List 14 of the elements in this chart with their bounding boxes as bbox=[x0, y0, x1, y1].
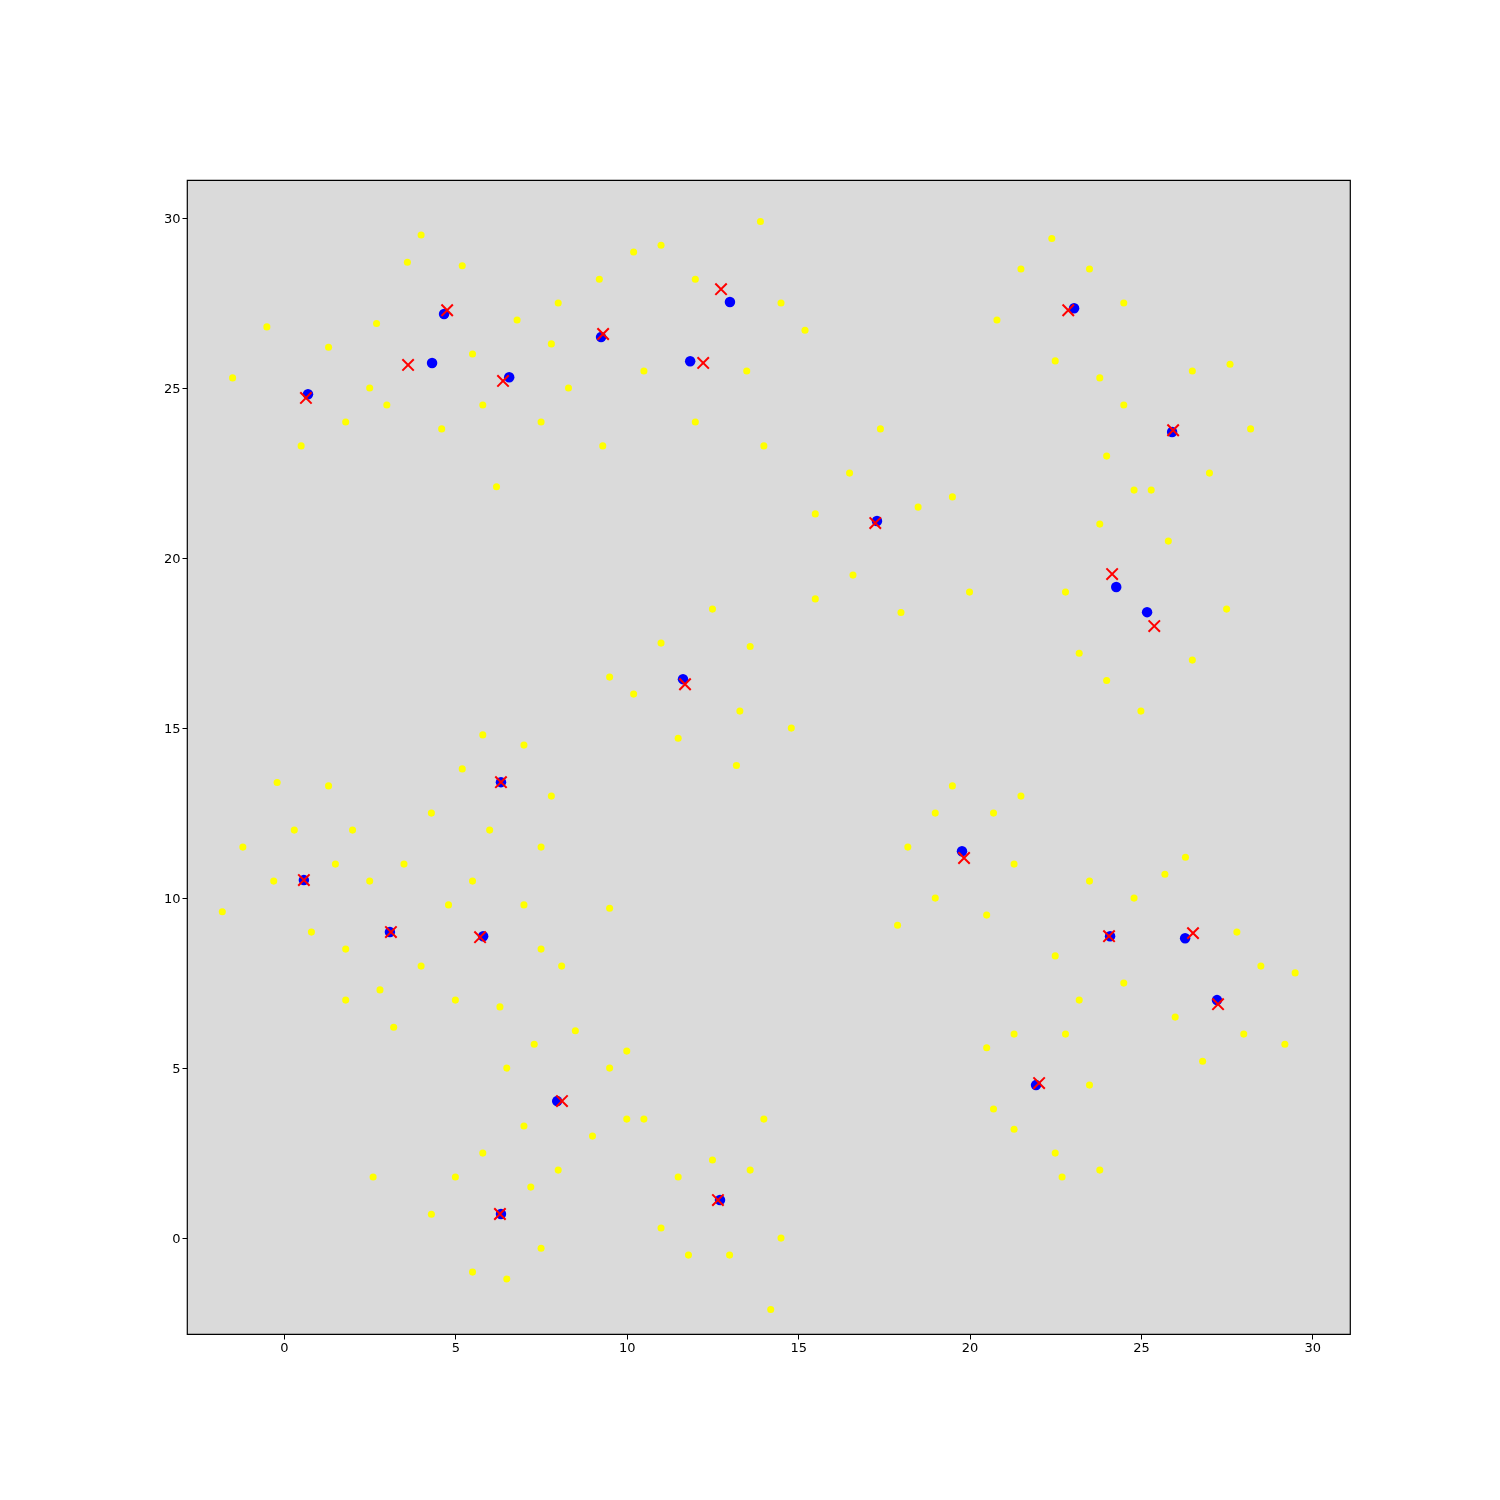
y-tick-label: 15 bbox=[163, 720, 181, 736]
y-tick-label: 30 bbox=[163, 210, 181, 226]
x-tick-label: 5 bbox=[451, 1339, 461, 1355]
x-tick-label: 20 bbox=[961, 1339, 979, 1355]
x-tick-label: 0 bbox=[280, 1339, 289, 1355]
y-tick-label: 5 bbox=[172, 1060, 181, 1076]
x-tick-label: 10 bbox=[618, 1339, 636, 1355]
y-tick-label: 10 bbox=[163, 890, 181, 906]
y-tick-label: 20 bbox=[163, 550, 181, 566]
y-tick-label: 0 bbox=[172, 1230, 181, 1246]
x-tick-label: 25 bbox=[1133, 1339, 1150, 1355]
x-tick-label: 30 bbox=[1304, 1339, 1322, 1355]
x-tick-label: 15 bbox=[790, 1339, 807, 1355]
y-tick-label: 25 bbox=[163, 380, 181, 396]
